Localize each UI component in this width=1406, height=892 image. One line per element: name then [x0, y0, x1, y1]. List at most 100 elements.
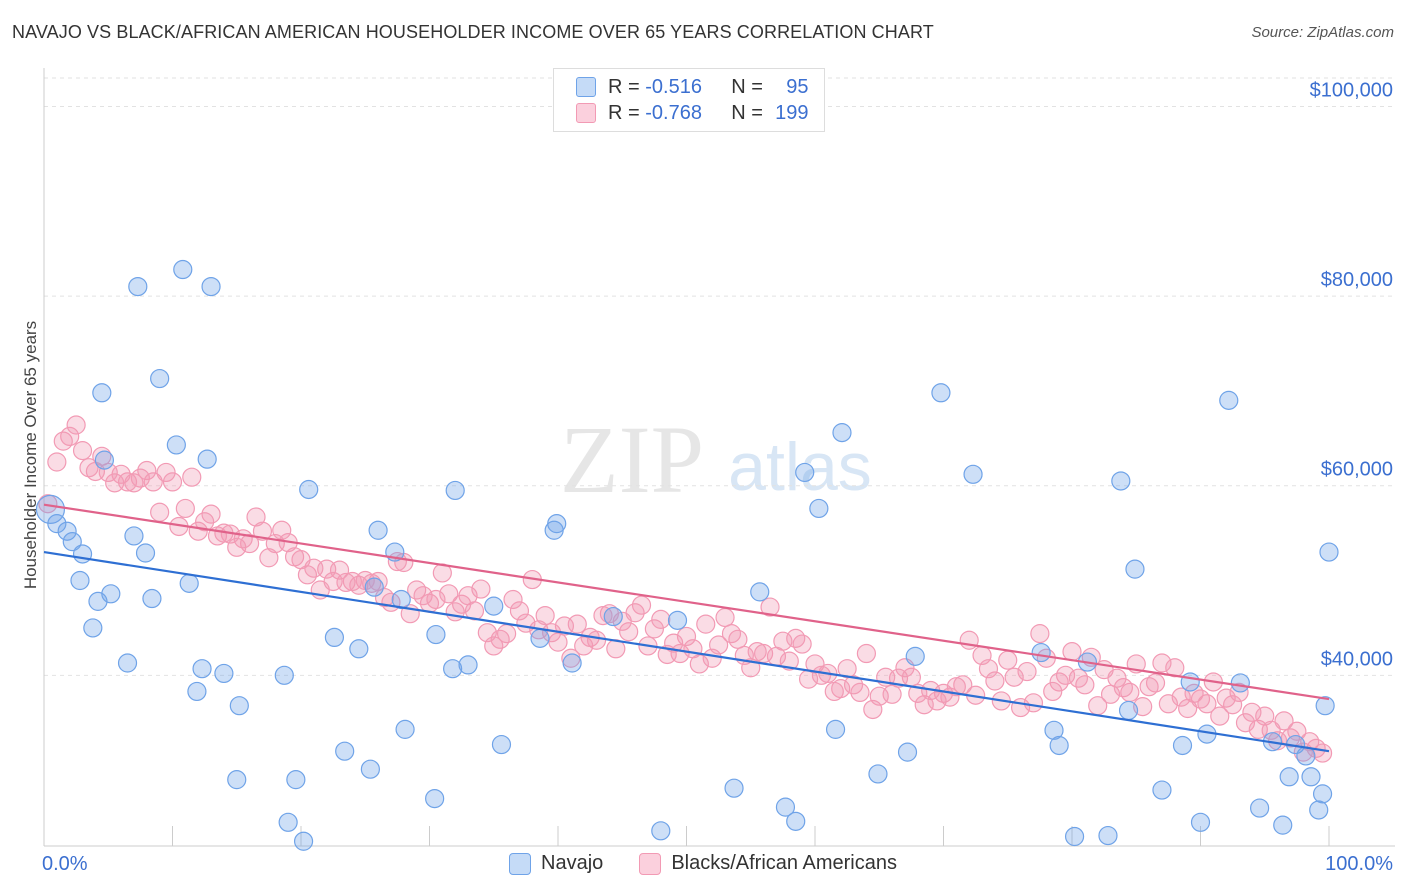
blacks-n-value: 199: [775, 101, 809, 124]
blacks-point: [1145, 673, 1166, 693]
legend-item-blacks[interactable]: Blacks/African Americans: [639, 852, 897, 875]
navajo-point: [484, 596, 504, 616]
navajo-point: [1118, 700, 1139, 721]
blacks-point: [156, 462, 176, 483]
blacks-point: [60, 426, 80, 446]
navajo-point: [1172, 735, 1193, 756]
navajo-point: [1152, 780, 1172, 800]
navajo-point: [150, 368, 170, 389]
y-tick-label: $100,000: [1310, 79, 1393, 101]
navajo-point: [173, 259, 193, 280]
source-label: Source: ZipAtlas.com: [1251, 24, 1394, 41]
navajo-point: [47, 514, 67, 534]
blacks-point: [240, 533, 260, 554]
blacks-point: [1043, 681, 1063, 702]
navajo-point: [491, 734, 512, 755]
navajo-point: [57, 521, 77, 541]
y-axis-title: Householder Income Over 65 years: [21, 321, 40, 589]
blacks-point: [329, 560, 350, 580]
navajo-point: [101, 584, 121, 604]
blacks-point: [182, 467, 202, 487]
navajo-point: [1301, 767, 1321, 787]
navajo-point: [963, 464, 983, 484]
navajo-point: [94, 450, 114, 470]
navajo-point: [1044, 720, 1064, 740]
blacks-point: [471, 579, 491, 599]
blacks-point: [843, 675, 864, 695]
navajo-point: [35, 494, 66, 525]
blacks-point: [760, 597, 780, 617]
blacks-point: [1152, 653, 1172, 673]
navajo-point: [1031, 642, 1051, 663]
navajo-point: [868, 764, 888, 784]
blacks-point: [1017, 661, 1037, 682]
navajo-point: [1180, 672, 1200, 692]
blacks-point: [625, 603, 645, 623]
blacks-point: [927, 691, 947, 711]
navajo-point: [201, 276, 221, 297]
navajo-point: [832, 423, 852, 443]
navajo-point: [530, 628, 550, 648]
navajo-point: [135, 543, 156, 563]
navajo-point: [72, 544, 93, 564]
navajo-point: [1279, 767, 1299, 787]
navajo-point: [335, 741, 355, 761]
blacks-point: [1120, 682, 1140, 703]
navajo-point: [192, 659, 212, 679]
blacks-point: [619, 622, 639, 642]
blacks-trend-line: [43, 503, 1330, 701]
navajo-point: [70, 570, 90, 591]
blacks-point: [272, 520, 292, 540]
n-label: N =: [731, 75, 763, 98]
x-tick-label-max: 100.0%: [1325, 853, 1393, 875]
blacks-point: [567, 614, 587, 634]
blacks-point: [1023, 693, 1044, 713]
blacks-point: [162, 472, 183, 492]
blacks-point: [1197, 694, 1217, 714]
navajo-point: [364, 577, 384, 597]
navajo-point: [360, 759, 380, 779]
navajo-point: [142, 588, 162, 609]
r-label: R =: [608, 101, 640, 124]
navajo-legend-swatch: [509, 852, 532, 875]
blacks-point: [850, 682, 870, 703]
navajo-point: [368, 520, 388, 540]
navajo-point: [1319, 542, 1339, 562]
navajo-point: [795, 462, 815, 483]
blacks-point: [914, 695, 934, 715]
navajo-point: [458, 655, 478, 675]
navajo-point: [931, 383, 951, 403]
legend-item-navajo[interactable]: Navajo: [509, 852, 603, 875]
blacks-point: [586, 630, 607, 650]
navajo-point: [187, 681, 207, 702]
blacks-point: [1274, 711, 1294, 731]
blacks-point: [137, 460, 157, 481]
blacks-point: [805, 654, 825, 674]
blacks-point: [1030, 624, 1050, 644]
blacks-point: [1107, 668, 1127, 688]
blacks-point: [1223, 695, 1243, 715]
navajo-point: [395, 719, 415, 739]
axis-labels: $40,000 $60,000 $80,000 $100,000 0.0% 100.0%: [42, 79, 1393, 875]
y-tick-label: $60,000: [1321, 459, 1393, 481]
blacks-point: [728, 629, 748, 649]
navajo-point: [299, 479, 319, 500]
navajo-point: [1064, 826, 1085, 847]
navajo-point: [1230, 673, 1250, 693]
blacks-point: [715, 607, 735, 628]
blacks-point: [1062, 642, 1082, 662]
blacks-point: [901, 667, 921, 687]
navajo-point: [1250, 798, 1270, 818]
blacks-r-value: -0.768: [645, 101, 702, 124]
blacks-point: [792, 634, 812, 654]
blacks-point: [1242, 702, 1262, 722]
navajo-point: [603, 606, 623, 627]
blacks-point: [676, 626, 697, 647]
correlation-legend: R = -0.516 N = 95 R = -0.768 N = 199: [553, 68, 825, 132]
blacks-point: [201, 504, 221, 524]
blacks-point: [631, 595, 652, 615]
blacks-swatch: [576, 103, 596, 123]
navajo-point: [775, 797, 796, 817]
grid-lines: [44, 77, 1395, 676]
blacks-point: [66, 415, 86, 435]
